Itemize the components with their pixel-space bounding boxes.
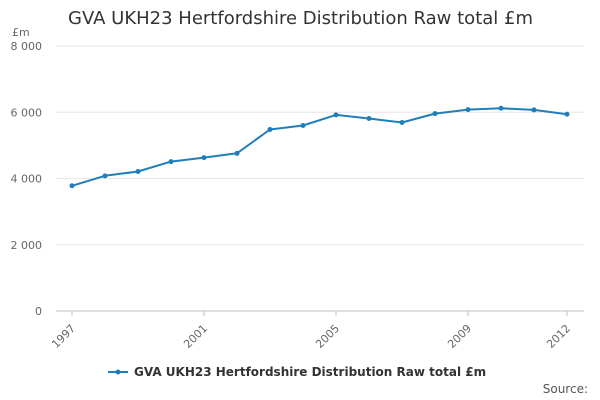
data-point <box>234 150 240 156</box>
data-point <box>531 107 537 113</box>
data-point <box>564 111 570 117</box>
data-point <box>135 169 141 175</box>
data-point <box>168 159 174 165</box>
legend-label: GVA UKH23 Hertfordshire Distribution Raw… <box>134 365 487 379</box>
x-tick-label: 1997 <box>49 322 78 351</box>
legend-line-marker-icon <box>108 369 128 375</box>
y-tick-label: 4 000 <box>11 173 43 186</box>
data-point <box>201 155 207 161</box>
x-tick-label: 2005 <box>313 322 342 351</box>
chart-title: GVA UKH23 Hertfordshire Distribution Raw… <box>68 8 533 29</box>
y-axis-unit-label: £m <box>12 26 30 39</box>
y-tick-label: 0 <box>35 305 42 318</box>
data-point <box>399 120 405 126</box>
series-line <box>71 107 568 187</box>
data-point <box>432 111 438 117</box>
x-tick-label: 2009 <box>445 322 474 351</box>
data-point <box>333 112 339 118</box>
data-point <box>498 105 504 111</box>
y-tick-label: 6 000 <box>11 106 43 119</box>
y-tick-label: 8 000 <box>11 40 43 53</box>
source-label: Source: <box>542 382 588 396</box>
x-tick-label: 2001 <box>181 322 210 351</box>
data-point <box>102 173 108 179</box>
data-point <box>69 183 75 189</box>
data-point <box>300 123 306 128</box>
data-point <box>465 107 471 113</box>
y-tick-label: 2 000 <box>11 239 43 252</box>
data-point <box>267 126 273 132</box>
data-point <box>366 116 372 122</box>
x-tick-label: 2012 <box>544 322 573 351</box>
legend[interactable]: GVA UKH23 Hertfordshire Distribution Raw… <box>108 365 486 379</box>
